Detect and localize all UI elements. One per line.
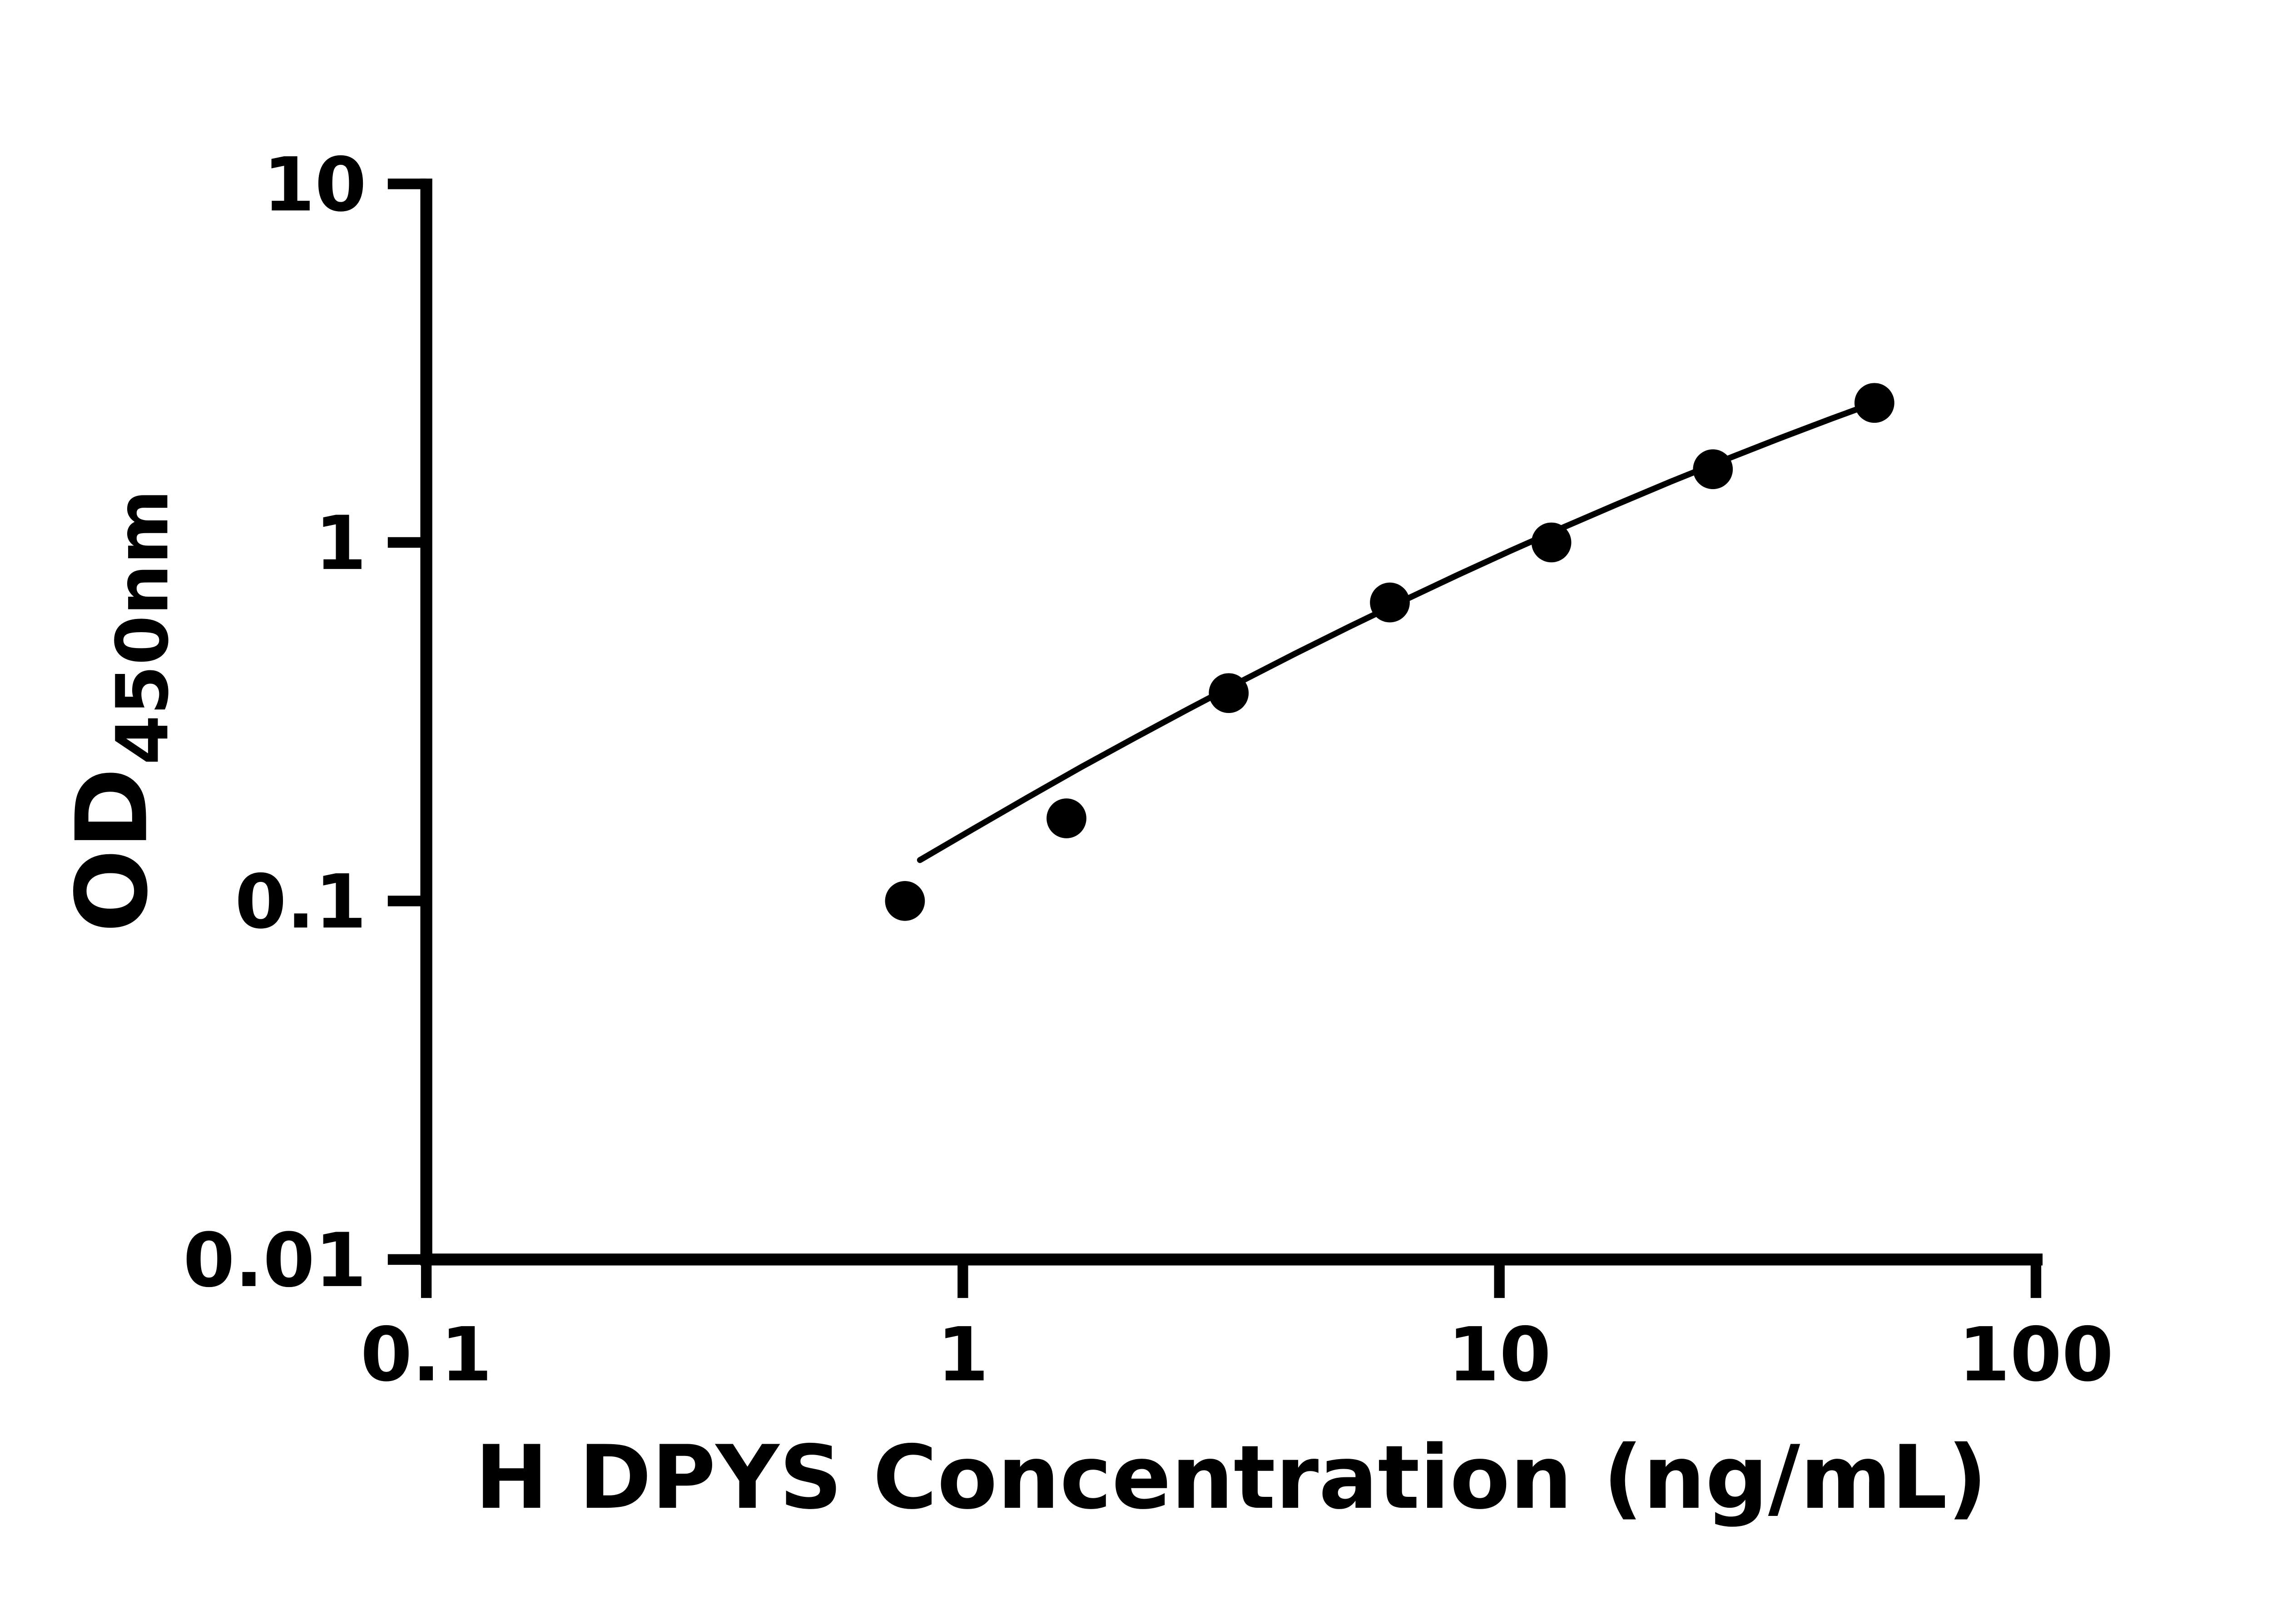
x-tick-label: 10	[1448, 1311, 1551, 1398]
y-axis-title-main: OD	[55, 767, 170, 933]
data-point-marker	[1370, 582, 1410, 623]
y-tick-label: 10	[263, 141, 367, 228]
data-point-marker	[885, 881, 925, 921]
y-tick-label: 0.1	[235, 858, 367, 945]
y-axis-title: OD450nm	[55, 490, 185, 933]
y-tick-label: 0.01	[183, 1217, 367, 1304]
y-axis-title-subscript: 450nm	[101, 490, 184, 765]
x-tick-label: 0.1	[361, 1311, 492, 1398]
data-point-marker	[1693, 449, 1733, 490]
data-point-marker	[1854, 383, 1894, 423]
x-axis-title: H DPYS Concentration (ng/mL)	[475, 1426, 1988, 1529]
y-tick-label: 1	[315, 500, 367, 587]
data-point-marker	[1209, 673, 1249, 713]
data-point-marker	[1531, 522, 1572, 563]
x-tick-label: 1	[937, 1311, 989, 1398]
data-point-marker	[1046, 798, 1086, 838]
x-tick-label: 100	[1959, 1311, 2114, 1398]
